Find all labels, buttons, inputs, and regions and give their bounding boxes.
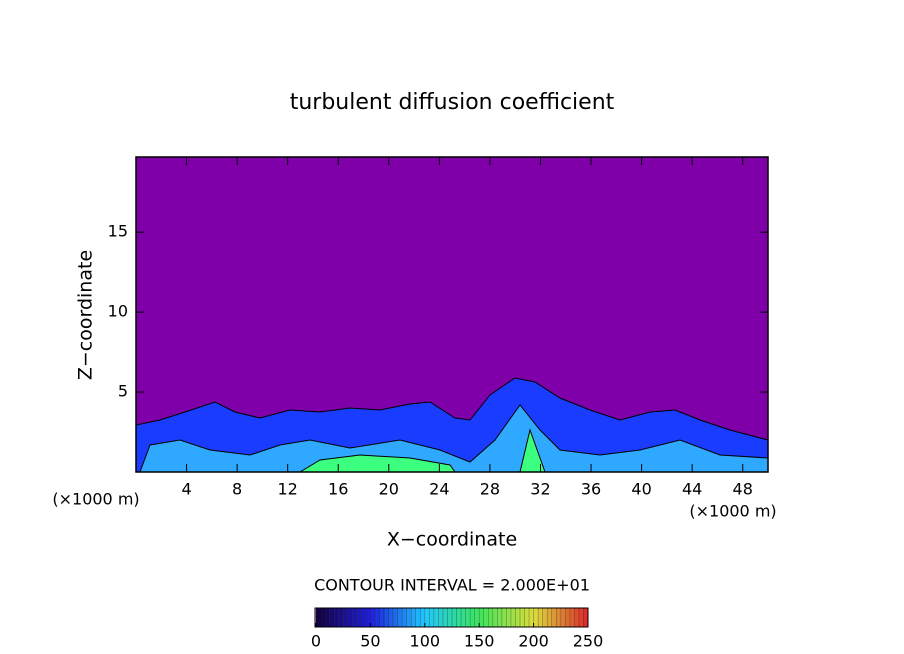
colorbar-cell <box>397 608 403 627</box>
colorbar-cell <box>565 608 570 627</box>
colorbar-tick-label: 150 <box>464 632 495 651</box>
colorbar-cell <box>470 608 475 627</box>
colorbar-cell <box>551 608 557 627</box>
colorbar-cell <box>352 608 357 627</box>
colorbar-cell <box>329 608 335 627</box>
colorbar-cell <box>492 608 498 627</box>
colorbar-cell <box>438 608 443 627</box>
x-unit-label: (×1000 m) <box>52 490 139 509</box>
colorbar-cell <box>578 608 584 627</box>
x-tick-label: 44 <box>682 480 702 499</box>
colorbar-cell <box>556 608 561 627</box>
colorbar-cell <box>510 608 516 627</box>
colorbar-cell <box>402 608 407 627</box>
colorbar-cell <box>547 608 552 627</box>
colorbar-cell <box>569 608 575 627</box>
colorbar-cell <box>501 608 507 627</box>
colorbar-cell <box>483 608 489 627</box>
x-tick-label: 28 <box>480 480 500 499</box>
colorbar-cell <box>361 608 366 627</box>
x-tick-label: 20 <box>379 480 399 499</box>
colorbar-cell <box>465 608 471 627</box>
x-unit-label: (×1000 m) <box>689 502 776 521</box>
colorbar-cell <box>474 608 480 627</box>
colorbar-cell <box>452 608 457 627</box>
colorbar-cell <box>384 608 389 627</box>
colorbar-cell <box>406 608 412 627</box>
x-axis-label: X−coordinate <box>387 529 517 551</box>
colorbar-cell <box>447 608 452 627</box>
colorbar-cell <box>320 608 326 627</box>
x-tick-label: 40 <box>631 480 651 499</box>
colorbar-cell <box>497 608 502 627</box>
colorbar-cell <box>343 608 348 627</box>
colorbar-cell <box>538 608 543 627</box>
colorbar-cell <box>374 608 380 627</box>
colorbar-tick-label: 0 <box>311 632 321 651</box>
colorbar-cell <box>334 608 339 627</box>
colorbar-cell <box>347 608 353 627</box>
colorbar-tick-label: 200 <box>518 632 549 651</box>
colorbar-tick-label: 100 <box>410 632 441 651</box>
y-tick-label: 15 <box>108 222 128 241</box>
colorbar-cell <box>393 608 398 627</box>
colorbar-cell <box>388 608 394 627</box>
y-axis-label: Z−coordinate <box>75 250 97 380</box>
colorbar-tick-label: 250 <box>573 632 604 651</box>
colorbar-cell <box>542 608 548 627</box>
x-tick-label: 32 <box>530 480 550 499</box>
y-tick-label: 10 <box>108 302 128 321</box>
colorbar-cell <box>424 608 430 627</box>
x-tick-label: 8 <box>232 480 242 499</box>
colorbar-cell <box>520 608 525 627</box>
colorbar-cell <box>370 608 375 627</box>
colorbar-cell <box>356 608 362 627</box>
x-tick-label: 48 <box>733 480 753 499</box>
x-tick-label: 4 <box>181 480 191 499</box>
colorbar-cell <box>415 608 421 627</box>
colorbar-cell <box>379 608 384 627</box>
colorbar-cell <box>524 608 530 627</box>
colorbar-cell <box>479 608 484 627</box>
colorbar-cell <box>583 608 588 627</box>
chart-title: turbulent diffusion coefficient <box>290 90 615 115</box>
colorbar-cell <box>533 608 539 627</box>
colorbar-cell <box>429 608 434 627</box>
colorbar-cell <box>461 608 466 627</box>
colorbar-cell <box>574 608 579 627</box>
colorbar-cell <box>506 608 511 627</box>
colorbar-cell <box>529 608 534 627</box>
colorbar-cell <box>316 608 321 627</box>
x-tick-label: 36 <box>581 480 601 499</box>
x-tick-label: 24 <box>429 480 449 499</box>
field-shapes <box>135 377 769 473</box>
colorbar-cell <box>442 608 448 627</box>
x-tick-label: 12 <box>278 480 298 499</box>
colorbar-cell <box>411 608 416 627</box>
colorbar-cell <box>488 608 493 627</box>
field-region <box>139 404 769 473</box>
colorbar-cell <box>420 608 425 627</box>
colorbar-cell <box>433 608 439 627</box>
colorbar-cell <box>338 608 344 627</box>
y-tick-label: 5 <box>118 382 128 401</box>
colorbar-frame <box>314 607 589 628</box>
x-tick-label: 16 <box>328 480 348 499</box>
colorbar-cell <box>560 608 566 627</box>
colorbar-cell <box>456 608 462 627</box>
colorbar-cell <box>365 608 371 627</box>
plot-frame <box>135 156 769 473</box>
colorbar-tick-label: 50 <box>360 632 380 651</box>
colorbar-cell <box>325 608 330 627</box>
colorbar-cell <box>515 608 520 627</box>
contour-interval: CONTOUR INTERVAL = 2.000E+01 <box>314 576 590 595</box>
